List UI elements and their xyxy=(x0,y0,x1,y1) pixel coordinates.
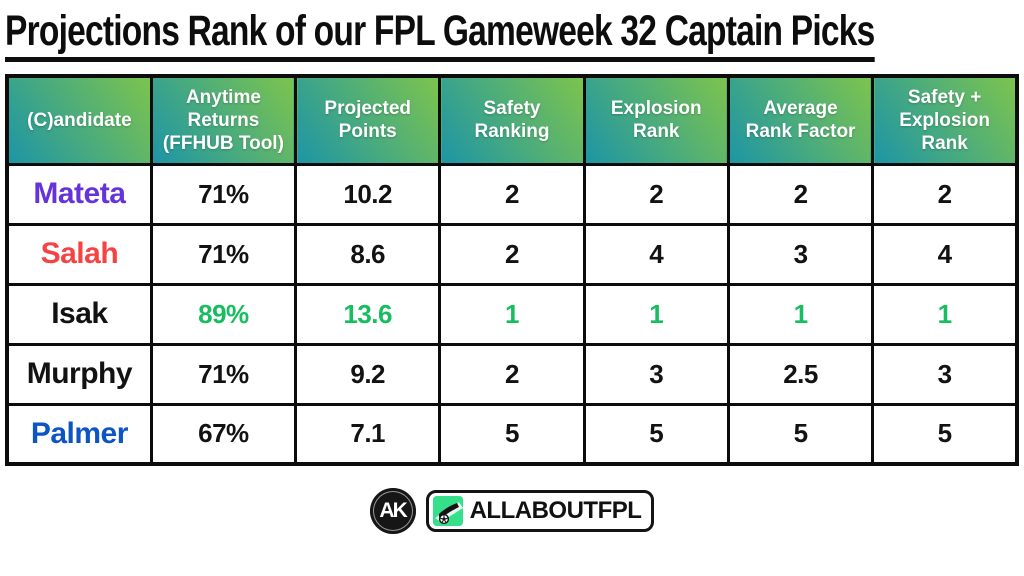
candidate-name: Murphy xyxy=(5,342,153,406)
column-header-anytime-returns: Anytime Returns (FFHUB Tool) xyxy=(149,74,298,166)
ak-monogram-text: AK xyxy=(379,499,407,523)
cell-projected-points: 9.2 xyxy=(294,342,442,406)
candidate-name: Palmer xyxy=(5,402,153,466)
cell-anytime-returns: 71% xyxy=(149,342,298,406)
cell-anytime-returns: 71% xyxy=(149,222,298,286)
cell-explosion-rank: 1 xyxy=(582,282,730,346)
cell-safety-explosion-rank: 1 xyxy=(871,282,1019,346)
cell-explosion-rank: 2 xyxy=(582,162,730,226)
column-header-projected-points: Projected Points xyxy=(294,74,442,166)
table-header: (C)andidate Anytime Returns (FFHUB Tool)… xyxy=(5,74,1019,166)
column-header-safety-ranking: Safety Ranking xyxy=(438,74,586,166)
cell-projected-points: 7.1 xyxy=(294,402,442,466)
cell-average-rank-factor: 3 xyxy=(726,222,875,286)
cell-anytime-returns: 89% xyxy=(149,282,298,346)
column-header-candidate: (C)andidate xyxy=(5,74,153,166)
brand-name: ALLABOUTFPL xyxy=(469,497,642,525)
allaboutfpl-logo: ALLABOUTFPL xyxy=(425,490,655,533)
footer-logos: AK ALLABOUTFPL xyxy=(0,488,1024,535)
cell-safety-ranking: 5 xyxy=(438,402,586,466)
cell-projected-points: 13.6 xyxy=(294,282,442,346)
football-boot-icon xyxy=(432,496,463,527)
cell-average-rank-factor: 1 xyxy=(726,282,875,346)
cell-average-rank-factor: 2.5 xyxy=(726,342,875,406)
table-row: Mateta 71% 10.2 2 2 2 2 xyxy=(5,162,1019,226)
page-title: Projections Rank of our FPL Gameweek 32 … xyxy=(5,8,875,63)
cell-explosion-rank: 5 xyxy=(582,402,730,466)
cell-safety-ranking: 2 xyxy=(438,162,586,226)
cell-projected-points: 8.6 xyxy=(294,222,442,286)
column-header-explosion-rank: Explosion Rank xyxy=(582,74,730,166)
table-row: Murphy 71% 9.2 2 3 2.5 3 xyxy=(5,342,1019,406)
cell-safety-ranking: 2 xyxy=(438,342,586,406)
projections-table: (C)andidate Anytime Returns (FFHUB Tool)… xyxy=(5,74,1019,467)
cell-anytime-returns: 67% xyxy=(149,402,298,466)
column-header-average-rank-factor: Average Rank Factor xyxy=(726,74,875,166)
cell-average-rank-factor: 5 xyxy=(726,402,875,466)
column-header-safety-explosion-rank: Safety + Explosion Rank xyxy=(871,74,1019,166)
cell-explosion-rank: 4 xyxy=(582,222,730,286)
cell-average-rank-factor: 2 xyxy=(726,162,875,226)
cell-safety-ranking: 2 xyxy=(438,222,586,286)
cell-anytime-returns: 71% xyxy=(149,162,298,226)
cell-safety-explosion-rank: 4 xyxy=(871,222,1019,286)
cell-safety-explosion-rank: 2 xyxy=(871,162,1019,226)
cell-safety-explosion-rank: 3 xyxy=(871,342,1019,406)
table-row: Palmer 67% 7.1 5 5 5 5 xyxy=(5,402,1019,466)
candidate-name: Mateta xyxy=(5,162,153,226)
candidate-name: Salah xyxy=(5,222,153,286)
table-row: Isak 89% 13.6 1 1 1 1 xyxy=(5,282,1019,346)
cell-safety-explosion-rank: 5 xyxy=(871,402,1019,466)
ak-monogram-logo: AK xyxy=(369,488,416,535)
cell-explosion-rank: 3 xyxy=(582,342,730,406)
title-bar: Projections Rank of our FPL Gameweek 32 … xyxy=(0,0,1024,63)
table-row: Salah 71% 8.6 2 4 3 4 xyxy=(5,222,1019,286)
cell-projected-points: 10.2 xyxy=(294,162,442,226)
candidate-name: Isak xyxy=(5,282,153,346)
cell-safety-ranking: 1 xyxy=(438,282,586,346)
